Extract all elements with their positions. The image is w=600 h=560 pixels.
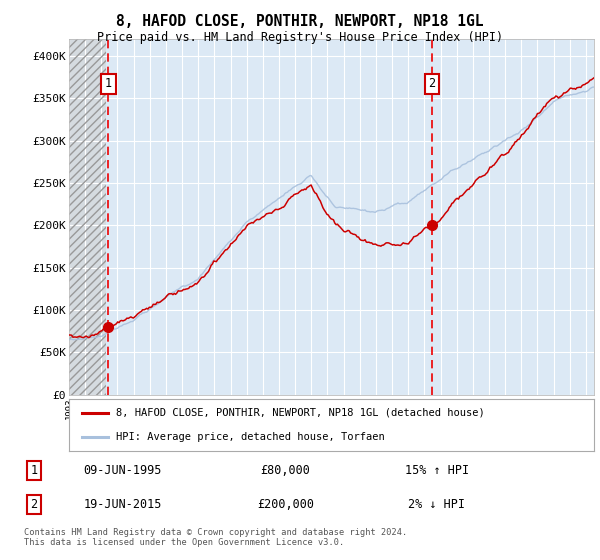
Text: 8, HAFOD CLOSE, PONTHIR, NEWPORT, NP18 1GL: 8, HAFOD CLOSE, PONTHIR, NEWPORT, NP18 1…	[116, 14, 484, 29]
Bar	[69, 39, 106, 395]
Text: 09-JUN-1995: 09-JUN-1995	[83, 464, 162, 477]
Text: 15% ↑ HPI: 15% ↑ HPI	[405, 464, 469, 477]
Text: 1: 1	[105, 77, 112, 90]
Text: 19-JUN-2015: 19-JUN-2015	[83, 498, 162, 511]
Text: 2% ↓ HPI: 2% ↓ HPI	[409, 498, 466, 511]
Bar	[69, 39, 106, 395]
Bar	[69, 39, 106, 395]
Text: 2: 2	[428, 77, 436, 90]
Text: £200,000: £200,000	[257, 498, 314, 511]
Text: Price paid vs. HM Land Registry's House Price Index (HPI): Price paid vs. HM Land Registry's House …	[97, 31, 503, 44]
Text: £80,000: £80,000	[260, 464, 310, 477]
Text: 2: 2	[31, 498, 38, 511]
Text: Contains HM Land Registry data © Crown copyright and database right 2024.
This d: Contains HM Land Registry data © Crown c…	[24, 528, 407, 547]
Text: 1: 1	[31, 464, 38, 477]
Text: HPI: Average price, detached house, Torfaen: HPI: Average price, detached house, Torf…	[116, 432, 385, 442]
Text: 8, HAFOD CLOSE, PONTHIR, NEWPORT, NP18 1GL (detached house): 8, HAFOD CLOSE, PONTHIR, NEWPORT, NP18 1…	[116, 408, 485, 418]
